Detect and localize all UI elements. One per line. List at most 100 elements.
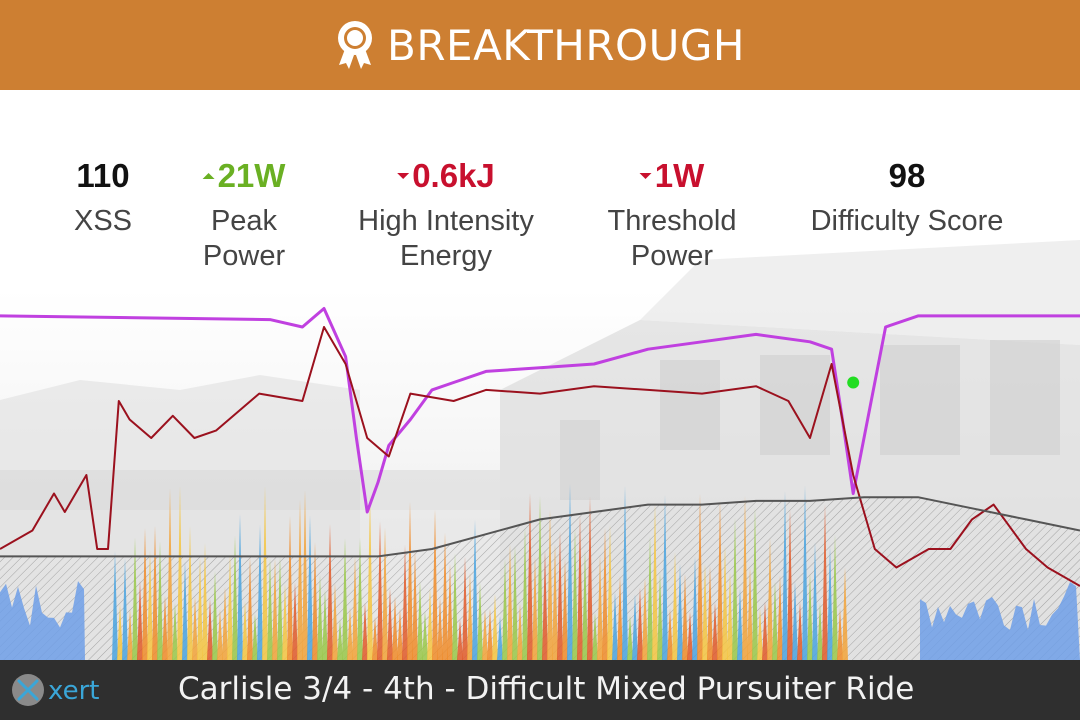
- power-spike: [767, 537, 773, 660]
- power-spike: [517, 603, 523, 660]
- power-spike: [792, 581, 798, 660]
- power-spike: [747, 566, 753, 660]
- power-spike: [222, 586, 228, 660]
- stat-label-line: XSS: [73, 205, 133, 237]
- power-spike: [137, 580, 143, 660]
- power-spike: [537, 495, 543, 660]
- power-spike: [777, 575, 783, 660]
- power-spike: [192, 596, 198, 660]
- activity-title: Carlisle 3/4 - 4th - Difficult Mixed Pur…: [178, 671, 915, 707]
- power-spike: [602, 527, 608, 660]
- power-spike: [152, 525, 158, 660]
- power-spike: [127, 609, 133, 660]
- breakthrough-marker: [847, 376, 860, 389]
- power-spike: [207, 598, 213, 660]
- power-spike: [407, 501, 413, 660]
- power-spike: [742, 495, 748, 660]
- power-spike: [332, 582, 338, 660]
- stat-value-text: 0.6kJ: [412, 157, 495, 194]
- stats-row: 110 XSS 21W Peak Power 0.6kJ High Intensity Ene…: [0, 158, 1080, 288]
- power-spike: [247, 556, 253, 660]
- xert-logo: xert: [12, 674, 99, 706]
- power-spike: [632, 594, 638, 660]
- power-spike: [552, 543, 558, 660]
- power-spike: [842, 567, 848, 660]
- power-spike: [147, 550, 153, 660]
- power-spike: [132, 537, 138, 660]
- stat-value: 110: [74, 158, 132, 194]
- stat-label: High Intensity Energy: [358, 204, 534, 274]
- power-spike: [522, 527, 528, 660]
- power-spike: [462, 556, 468, 660]
- power-spike: [817, 602, 823, 660]
- footer-bar: xert Carlisle 3/4 - 4th - Difficult Mixe…: [0, 660, 1080, 720]
- header-banner: BREAKTHROUGH: [0, 0, 1080, 90]
- stat-value: 98: [811, 158, 1004, 194]
- stat-value-text: 110: [76, 157, 130, 194]
- stat-3: 1W Threshold Power: [608, 158, 737, 274]
- power-spike: [182, 561, 188, 660]
- power-spike: [452, 553, 458, 660]
- power-spike: [612, 591, 618, 660]
- power-spike: [622, 485, 628, 660]
- power-spike: [402, 544, 408, 660]
- power-spike: [217, 608, 223, 660]
- power-spike: [437, 596, 443, 660]
- power-spike: [582, 549, 588, 660]
- stat-value: 1W: [608, 158, 737, 194]
- low-power-area: [0, 581, 85, 660]
- power-spike: [287, 515, 293, 660]
- power-spike: [707, 565, 713, 660]
- power-spike: [647, 536, 653, 660]
- power-spike: [652, 503, 658, 660]
- stat-4: 98 Difficulty Score: [811, 158, 1004, 239]
- power-spike: [677, 563, 683, 660]
- power-spike: [757, 607, 763, 660]
- stat-value-text: 1W: [654, 157, 705, 194]
- power-spike: [377, 521, 383, 660]
- power-spike: [297, 499, 303, 660]
- power-spike: [597, 554, 603, 660]
- power-spike: [822, 504, 828, 660]
- power-spike: [467, 572, 473, 660]
- stat-label-line: Difficulty Score: [810, 205, 1004, 237]
- power-spike: [162, 595, 168, 660]
- power-spike: [202, 543, 208, 660]
- power-spike: [642, 577, 648, 660]
- power-spike: [702, 563, 708, 660]
- power-spike: [547, 509, 553, 660]
- stat-2: 0.6kJ High Intensity Energy: [358, 158, 534, 274]
- power-spike: [722, 544, 728, 660]
- power-spike: [577, 514, 583, 660]
- trend-down-icon: [397, 173, 410, 179]
- power-spike: [347, 607, 353, 660]
- stat-label-line: High Intensity: [358, 205, 534, 237]
- power-spike: [317, 574, 323, 660]
- power-spike: [512, 546, 518, 660]
- power-spike: [242, 600, 248, 660]
- power-spike: [712, 602, 718, 660]
- power-spike: [312, 542, 318, 660]
- power-spike: [342, 537, 348, 660]
- power-spike: [567, 483, 573, 660]
- power-spike: [122, 557, 128, 660]
- power-spike: [412, 550, 418, 660]
- power-spike: [157, 541, 163, 660]
- power-spike: [447, 563, 453, 660]
- power-spike: [337, 619, 343, 660]
- power-spike: [492, 593, 498, 660]
- power-spike: [277, 556, 283, 660]
- power-spike: [262, 486, 268, 660]
- power-spike: [272, 558, 278, 660]
- power-spike: [657, 571, 663, 660]
- stat-label-line: Power: [630, 240, 714, 272]
- power-spike: [762, 601, 768, 660]
- power-spike: [382, 527, 388, 660]
- power-spike: [357, 537, 363, 660]
- power-spike: [212, 570, 218, 660]
- power-spike: [227, 554, 233, 660]
- power-spike: [827, 546, 833, 660]
- award-ribbon-icon: [338, 21, 373, 69]
- power-spike: [497, 615, 503, 660]
- power-spike: [417, 580, 423, 660]
